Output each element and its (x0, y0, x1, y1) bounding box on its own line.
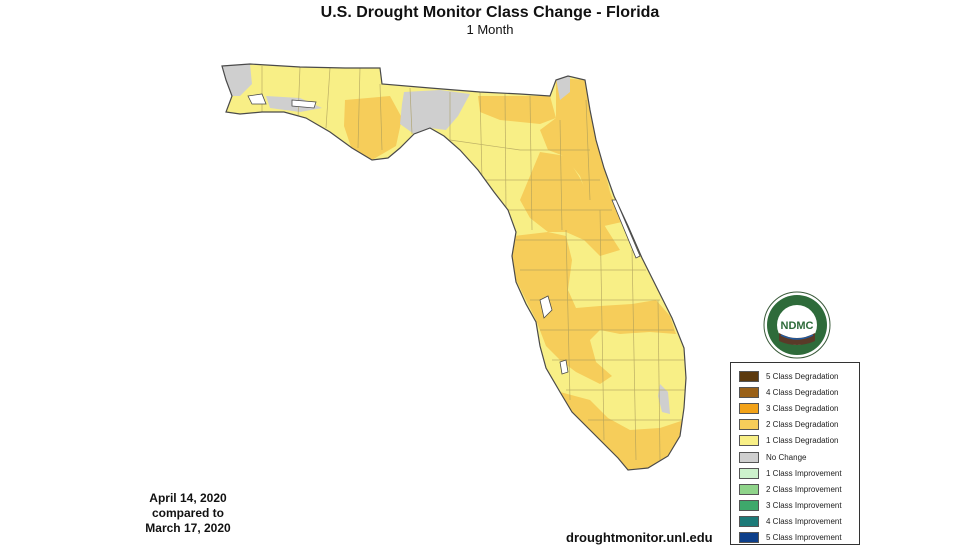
logo-text: NDMC (781, 320, 814, 332)
date-previous: March 17, 2020 (145, 521, 231, 535)
legend-label: No Change (766, 452, 807, 462)
map-regions (222, 64, 686, 470)
legend-item: 2 Class Improvement (739, 481, 859, 497)
legend-item: 3 Class Improvement (739, 498, 859, 514)
legend-swatch (739, 516, 759, 528)
map-subtitle: 1 Month (466, 22, 514, 37)
legend-label: 1 Class Improvement (766, 468, 842, 478)
county-lines (261, 66, 686, 461)
legend-item: 1 Class Improvement (739, 465, 859, 481)
no-change-region-bigbend (400, 90, 470, 134)
legend-swatch (739, 419, 759, 431)
charlotte-harbor (559, 359, 569, 375)
legend-item: 5 Class Improvement (739, 530, 859, 546)
legend-label: 2 Class Degradation (766, 420, 839, 430)
legend-swatch (739, 370, 759, 382)
date-current: April 14, 2020 (149, 491, 227, 505)
legend-item: 3 Class Degradation (739, 400, 859, 416)
legend-swatch (739, 451, 759, 463)
legend-swatch (739, 402, 759, 414)
map-title: U.S. Drought Monitor Class Change - Flor… (320, 4, 660, 21)
legend-item: No Change (739, 449, 859, 465)
water-features (247, 93, 641, 375)
legend-label: 4 Class Degradation (766, 387, 839, 397)
source-url[interactable]: droughtmonitor.unl.edu (566, 530, 713, 545)
left-margin (0, 0, 120, 551)
legend-item: 1 Class Degradation (739, 433, 859, 449)
legend-item: 4 Class Degradation (739, 384, 859, 400)
indian-river-lagoon (611, 199, 641, 259)
two-class-region-panhandle (344, 96, 402, 160)
legend-label: 5 Class Degradation (766, 371, 839, 381)
legend-swatch (739, 435, 759, 447)
right-margin (860, 0, 980, 551)
two-class-region-southwest (560, 392, 684, 470)
legend-item: 2 Class Degradation (739, 417, 859, 433)
legend-item: 4 Class Improvement (739, 514, 859, 530)
no-change-region-everglades (658, 384, 670, 414)
date-compared-to: compared to (151, 506, 224, 520)
legend-swatch (739, 483, 759, 495)
pensacola-bay (247, 93, 267, 105)
no-change-region-northeast (556, 74, 570, 100)
legend-swatch (739, 500, 759, 512)
legend-item: 5 Class Degradation (739, 368, 859, 384)
legend-label: 5 Class Improvement (766, 533, 842, 543)
two-class-region-bigbend (478, 96, 556, 124)
legend-swatch (739, 386, 759, 398)
legend-label: 3 Class Degradation (766, 403, 839, 413)
choctawhatchee-bay (291, 99, 317, 109)
two-class-region-northeast (540, 78, 622, 226)
comparison-dates: April 14, 2020 compared to March 17, 202… (118, 491, 258, 536)
legend-label: 2 Class Improvement (766, 484, 842, 494)
ndmc-logo: NDMC (763, 291, 831, 359)
legend-swatch (739, 467, 759, 479)
legend: 5 Class Degradation 4 Class Degradation 3 … (730, 362, 860, 545)
legend-label: 3 Class Improvement (766, 501, 842, 511)
legend-label: 1 Class Degradation (766, 436, 839, 446)
tampa-bay (539, 295, 553, 319)
legend-swatch (739, 532, 759, 544)
two-class-region-central (520, 152, 620, 256)
legend-label: 4 Class Improvement (766, 517, 842, 527)
